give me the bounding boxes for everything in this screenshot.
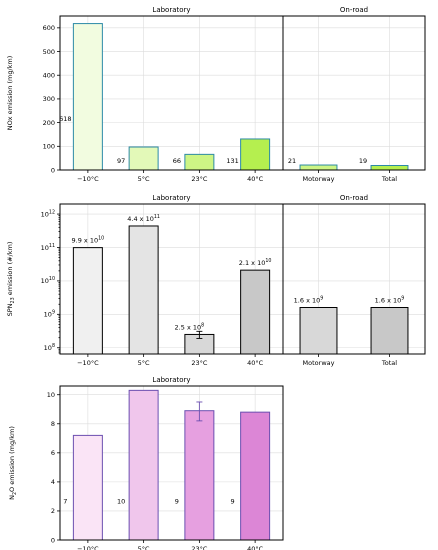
- data-label: 2.1 x 1010: [239, 258, 272, 267]
- data-label: 1.6 x 109: [375, 296, 405, 305]
- y-tick-label: 500: [43, 48, 55, 56]
- y-tick-label: 300: [43, 95, 55, 103]
- spn-panel-0: 9.9 x 1010 −10°C 4.4 x 1011 5°C 2.5 x 108 23°…: [41, 194, 284, 367]
- n2o-panel-frame: [59, 385, 284, 541]
- y-tick-label: 0: [51, 166, 55, 174]
- data-label: 21: [288, 157, 296, 165]
- y-tick-label: 8: [51, 420, 55, 428]
- y-tick-label: 109: [44, 310, 55, 319]
- x-tick-label: 40°C: [247, 359, 264, 367]
- nox-panel-frame: [282, 15, 426, 171]
- data-label: 97: [117, 157, 125, 165]
- y-tick-label: 108: [44, 343, 55, 352]
- spn-bar-0: [299, 307, 338, 355]
- data-label: 618: [59, 115, 71, 123]
- data-label: 2.5 x 108: [175, 322, 205, 331]
- y-tick-label: 10: [47, 391, 55, 399]
- x-tick-label: 40°C: [247, 175, 264, 183]
- panel-title: Laboratory: [152, 376, 190, 384]
- x-tick-label: 23°C: [191, 359, 208, 367]
- x-tick-label: 5°C: [138, 175, 150, 183]
- y-tick-label: 0: [51, 536, 55, 544]
- data-label: 7: [63, 498, 67, 506]
- n2o-bar-1: [128, 389, 159, 541]
- nox-panel-1: 21 Motorway 19 Total On-road: [282, 6, 426, 183]
- panel-title: Laboratory: [152, 6, 190, 14]
- spn-bar-3: [240, 269, 271, 355]
- x-tick-label: Motorway: [303, 175, 335, 183]
- y-tick-label: 4: [51, 478, 55, 486]
- n2o-y-axis-label: N2O emission (mg/km): [8, 426, 18, 500]
- data-label: 10: [117, 498, 125, 506]
- x-tick-label: 23°C: [191, 545, 208, 550]
- n2o-panel-0: 7 −10°C 10 5°C 9 23°C 9 40°C Laboratory 0 2 4 6 8 10: [47, 376, 284, 550]
- panel-title: On-road: [340, 194, 368, 202]
- y-tick-label: 2: [51, 507, 55, 515]
- spn-bar-1: [128, 225, 159, 355]
- x-tick-label: −10°C: [77, 545, 99, 550]
- data-label: 19: [359, 157, 367, 165]
- nox-bar-3: [240, 138, 271, 171]
- nox-bar-1: [128, 146, 159, 171]
- n2o-bar-2: [184, 410, 215, 541]
- data-label: 9: [231, 498, 235, 506]
- data-label: 9: [175, 498, 179, 506]
- y-tick-label: 1011: [41, 243, 55, 252]
- nox-y-axis-label: NOx emission (mg/km): [6, 56, 14, 131]
- data-label: 131: [226, 157, 238, 165]
- spn-chart: SPN23 emission (#/km) 9.9 x 1010 −10°C 4.4 …: [6, 194, 426, 367]
- data-label: 66: [173, 157, 181, 165]
- spn-bar-1: [370, 307, 409, 355]
- data-label: 4.4 x 1011: [127, 214, 160, 223]
- nox-panel-0: 618 −10°C 97 5°C 66 23°C 131 40°C Laboratory 0 100…: [43, 6, 284, 183]
- n2o-chart: N2O emission (mg/km) 7 −10°C 10 5°C 9 23°C 9 40°…: [8, 376, 284, 550]
- nox-bar-0: [299, 164, 338, 171]
- panel-title: On-road: [340, 6, 368, 14]
- x-tick-label: −10°C: [77, 175, 99, 183]
- x-tick-label: 23°C: [191, 175, 208, 183]
- spn-bar-0: [72, 247, 103, 355]
- y-tick-label: 400: [43, 72, 55, 80]
- x-tick-label: Total: [381, 175, 397, 183]
- nox-bar-2: [184, 153, 215, 171]
- y-tick-label: 1012: [41, 209, 55, 218]
- spn-panel-1: 1.6 x 109 Motorway 1.6 x 109 Total On-road: [282, 194, 426, 367]
- nox-bar-0: [72, 23, 103, 171]
- y-tick-label: 6: [51, 449, 55, 457]
- n2o-bar-3: [240, 411, 271, 541]
- y-tick-label: 100: [43, 143, 55, 151]
- data-label: 9.9 x 1010: [72, 236, 105, 245]
- y-tick-label: 1010: [41, 276, 55, 285]
- data-label: 1.6 x 109: [294, 296, 324, 305]
- n2o-bar-0: [72, 434, 103, 541]
- nox-bar-1: [370, 164, 409, 171]
- panel-title: Laboratory: [152, 194, 190, 202]
- y-tick-label: 600: [43, 24, 55, 32]
- x-tick-label: 5°C: [138, 545, 150, 550]
- nox-chart: NOx emission (mg/km) 618 −10°C 97 5°C 66 23°C 1…: [6, 6, 426, 183]
- x-tick-label: 40°C: [247, 545, 264, 550]
- x-tick-label: 5°C: [138, 359, 150, 367]
- x-tick-label: −10°C: [77, 359, 99, 367]
- x-tick-label: Total: [381, 359, 397, 367]
- spn-panel-frame: [282, 203, 426, 355]
- spn-y-axis-label: SPN23 emission (#/km): [6, 242, 16, 317]
- x-tick-label: Motorway: [303, 359, 335, 367]
- y-tick-label: 200: [43, 119, 55, 127]
